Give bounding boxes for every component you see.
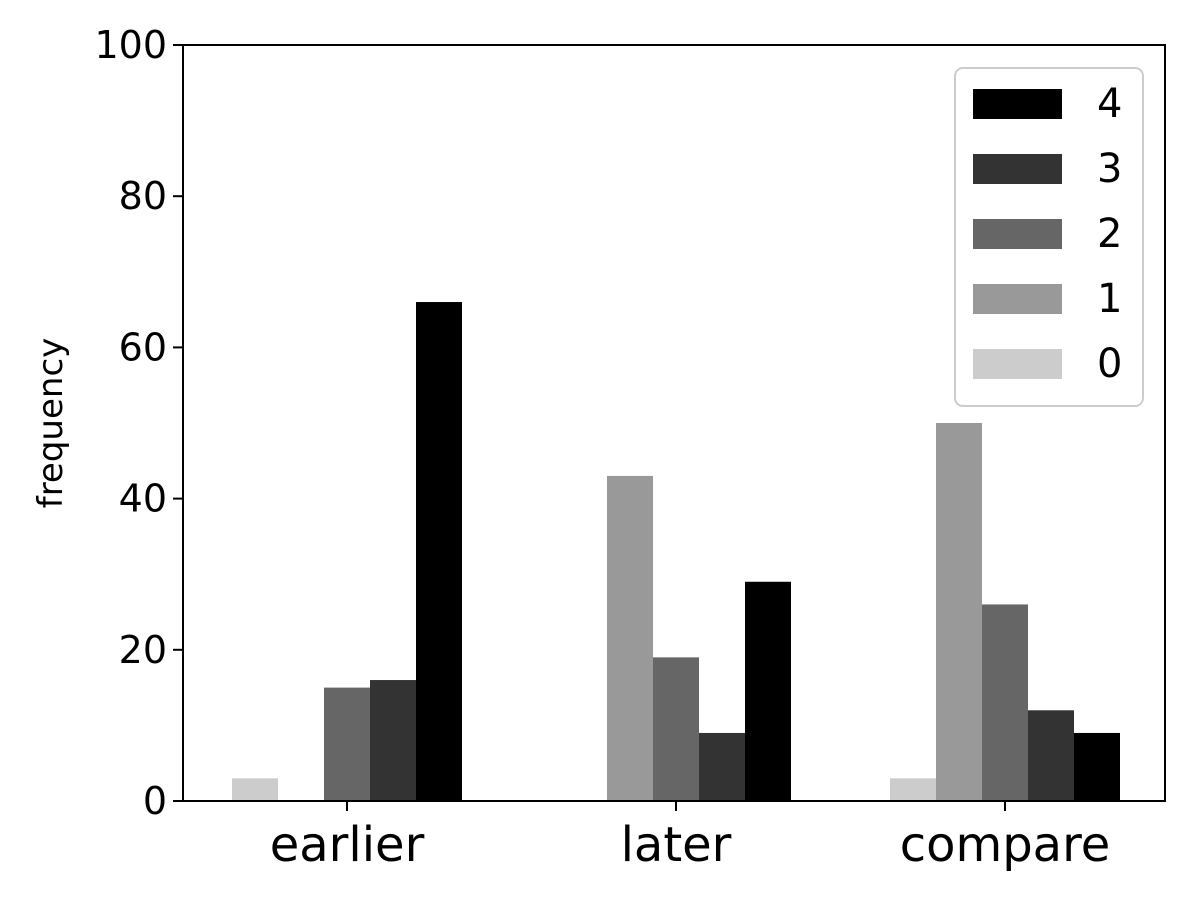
- y-tick-label: 0: [143, 779, 167, 823]
- legend-swatch-4: [973, 89, 1062, 119]
- legend-label-3: 3: [1097, 146, 1122, 192]
- bar-later-4: [745, 581, 791, 801]
- legend-swatch-0: [973, 349, 1062, 379]
- legend: 4 3 2 1 0: [954, 67, 1144, 407]
- y-tick-label: 40: [119, 477, 167, 521]
- bar-compare-1: [936, 423, 982, 801]
- plot-frame: [182, 44, 1166, 802]
- y-tick-label: 60: [119, 325, 167, 369]
- bars-layer: [232, 302, 1120, 801]
- y-axis: 0 20 40 60 80 100: [94, 23, 183, 823]
- legend-label-0: 0: [1097, 341, 1122, 387]
- legend-label-2: 2: [1097, 211, 1122, 257]
- legend-label-4: 4: [1097, 81, 1122, 127]
- bar-compare-0: [890, 778, 936, 801]
- bar-later-3: [699, 732, 745, 801]
- bar-compare-3: [1028, 710, 1074, 801]
- y-tick-label: 80: [119, 174, 167, 218]
- bar-earlier-0: [232, 778, 278, 801]
- y-tick-label: 20: [119, 628, 167, 672]
- x-axis: earlier later compare: [270, 801, 1111, 873]
- x-tick-label-later: later: [621, 817, 732, 873]
- y-tick-label: 100: [94, 23, 167, 67]
- bar-later-2: [653, 657, 699, 801]
- legend-swatch-3: [973, 154, 1062, 184]
- bar-earlier-4: [416, 302, 462, 801]
- x-tick-label-earlier: earlier: [270, 817, 425, 873]
- bar-earlier-2: [324, 687, 370, 801]
- x-tick-label-compare: compare: [900, 817, 1111, 873]
- legend-swatch-2: [973, 219, 1062, 249]
- bar-compare-4: [1074, 732, 1120, 801]
- bar-later-1: [607, 475, 653, 801]
- legend-swatch-1: [973, 284, 1062, 314]
- legend-label-1: 1: [1097, 276, 1122, 322]
- bar-compare-2: [982, 604, 1028, 801]
- y-axis-label: frequency: [31, 338, 71, 509]
- bar-earlier-3: [370, 680, 416, 801]
